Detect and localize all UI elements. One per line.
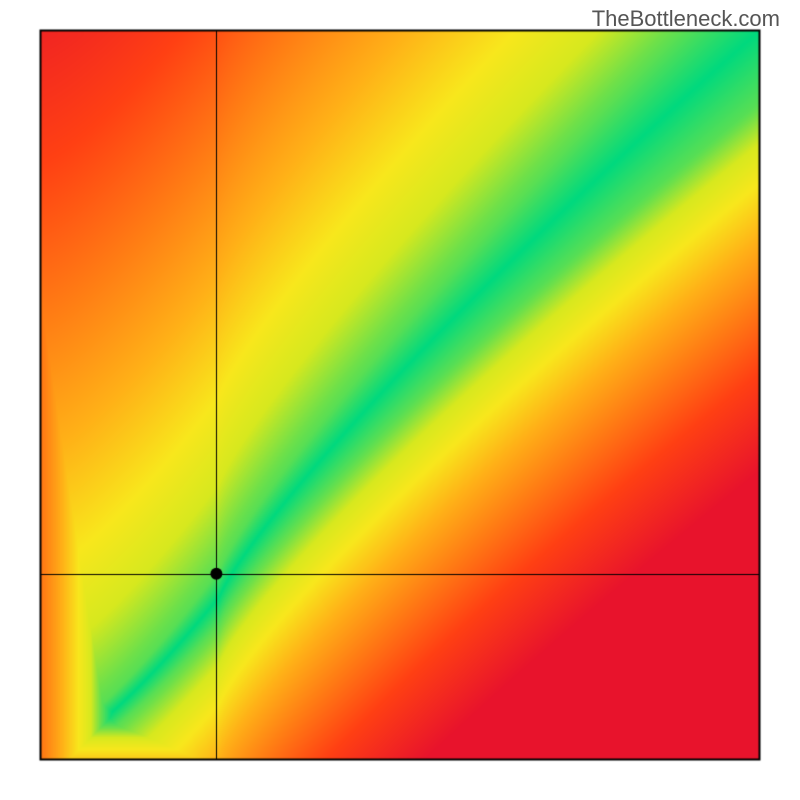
chart-container: TheBottleneck.com bbox=[0, 0, 800, 800]
heatmap-canvas bbox=[0, 0, 800, 800]
watermark-text: TheBottleneck.com bbox=[592, 6, 780, 32]
